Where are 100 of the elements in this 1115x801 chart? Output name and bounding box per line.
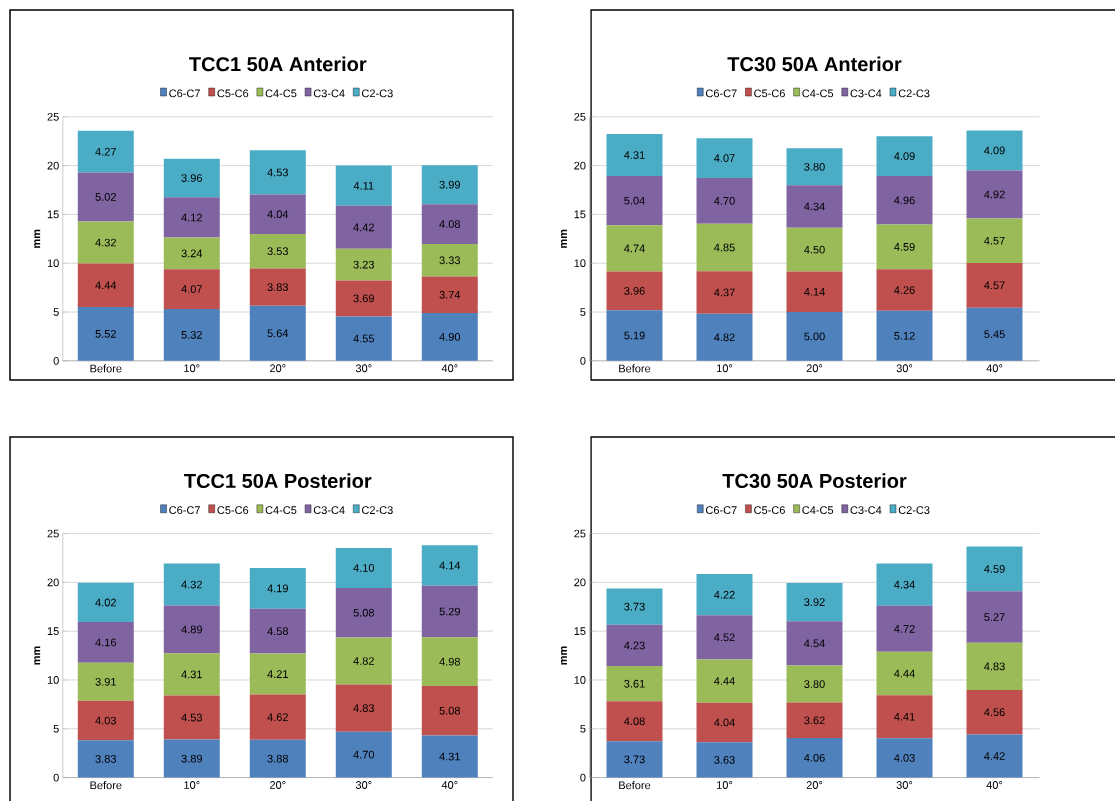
bar [335, 280, 392, 317]
data-label: 4.21 [267, 670, 288, 678]
bar [606, 741, 663, 778]
bar [77, 306, 134, 361]
bar [249, 653, 306, 695]
data-label: 4.50 [804, 245, 825, 254]
data-label: 4.41 [894, 712, 915, 721]
legend-label: C6-C7 [706, 89, 737, 98]
bar [786, 582, 843, 622]
legend-label: C2-C3 [898, 506, 930, 514]
bar [966, 263, 1023, 308]
bar [249, 739, 306, 778]
bar [786, 737, 843, 778]
data-label: 3.88 [267, 754, 288, 763]
bar [876, 651, 933, 696]
y-tick-label: 10 [47, 259, 59, 268]
y-tick-label: 25 [574, 529, 586, 538]
bar [606, 588, 663, 625]
x-tick-label: 20° [806, 364, 823, 373]
bar [966, 218, 1023, 264]
data-label: 5.29 [439, 607, 460, 616]
data-label: 4.26 [894, 286, 915, 294]
chart-title: TC30 50A Anterior [727, 56, 902, 72]
bar [77, 662, 134, 701]
bar [696, 313, 753, 361]
y-tick-label: 15 [574, 210, 586, 219]
legend-label: C3-C4 [850, 506, 882, 514]
data-label: 4.57 [984, 236, 1005, 245]
chart-title: TCC1 50A Anterior [189, 56, 367, 72]
data-label: 5.12 [894, 331, 915, 340]
bar [335, 205, 392, 249]
data-label: 4.11 [353, 181, 374, 190]
bar [606, 176, 663, 226]
y-tick-label: 15 [47, 210, 59, 219]
x-tick-label: Before [90, 781, 122, 790]
bar [249, 305, 306, 361]
data-label: 5.64 [267, 329, 289, 338]
y-tick-label: 5 [53, 724, 59, 733]
bar [77, 700, 134, 741]
legend-label: C4-C5 [265, 89, 297, 98]
bar [421, 735, 478, 778]
bar [966, 546, 1023, 592]
bar [335, 165, 392, 206]
data-label: 5.08 [439, 706, 460, 715]
data-label: 3.99 [439, 180, 460, 189]
bar [606, 701, 663, 742]
bar [421, 637, 478, 686]
chart-title: TC30 50A Posterior [722, 473, 907, 489]
bar [163, 695, 220, 740]
data-label: 4.70 [714, 196, 735, 205]
data-label: 3.33 [439, 256, 460, 265]
data-label: 5.52 [95, 330, 116, 338]
data-label: 3.73 [624, 755, 645, 764]
bar [77, 740, 134, 778]
bar [696, 615, 753, 660]
bar [335, 637, 392, 685]
legend-label: C4-C5 [802, 506, 834, 514]
data-label: 4.44 [95, 281, 117, 290]
data-label: 4.59 [984, 565, 1005, 573]
x-tick-label: 30° [896, 364, 913, 373]
bar [77, 582, 134, 623]
bar [786, 271, 843, 313]
data-label: 3.83 [95, 755, 116, 763]
bar [876, 224, 933, 270]
bar [966, 642, 1023, 690]
legend-label: C2-C3 [362, 89, 393, 98]
data-label: 4.44 [894, 669, 915, 678]
bar [421, 585, 478, 638]
bar [163, 605, 220, 654]
data-label: 4.85 [714, 243, 735, 252]
bar [786, 185, 843, 228]
legend-label: C5-C6 [754, 89, 785, 98]
data-label: 4.32 [181, 580, 202, 589]
bar [876, 269, 933, 311]
bar [876, 738, 933, 778]
data-label: 4.04 [267, 210, 289, 219]
x-tick-label: 40° [986, 781, 1003, 789]
data-label: 4.62 [267, 713, 288, 722]
bar [786, 227, 843, 272]
bar [696, 177, 753, 224]
data-label: 4.14 [439, 561, 461, 570]
bar [249, 233, 306, 269]
bar [876, 605, 933, 652]
data-label: 5.27 [984, 613, 1005, 621]
data-label: 5.02 [95, 193, 116, 201]
bar [606, 134, 663, 177]
x-tick-label: 40° [441, 364, 458, 373]
x-tick-label: 10° [717, 364, 733, 373]
data-label: 4.19 [267, 584, 288, 593]
bar [696, 223, 753, 272]
data-label: 4.82 [714, 333, 735, 342]
legend-label: C6-C7 [706, 506, 737, 514]
data-label: 5.08 [353, 608, 374, 617]
bar [966, 591, 1023, 643]
x-tick-label: Before [619, 781, 651, 790]
bar [696, 574, 753, 616]
y-tick-label: 10 [47, 676, 59, 684]
data-label: 4.22 [714, 590, 735, 599]
bar [696, 702, 753, 743]
legend-label: C3-C4 [850, 89, 882, 98]
